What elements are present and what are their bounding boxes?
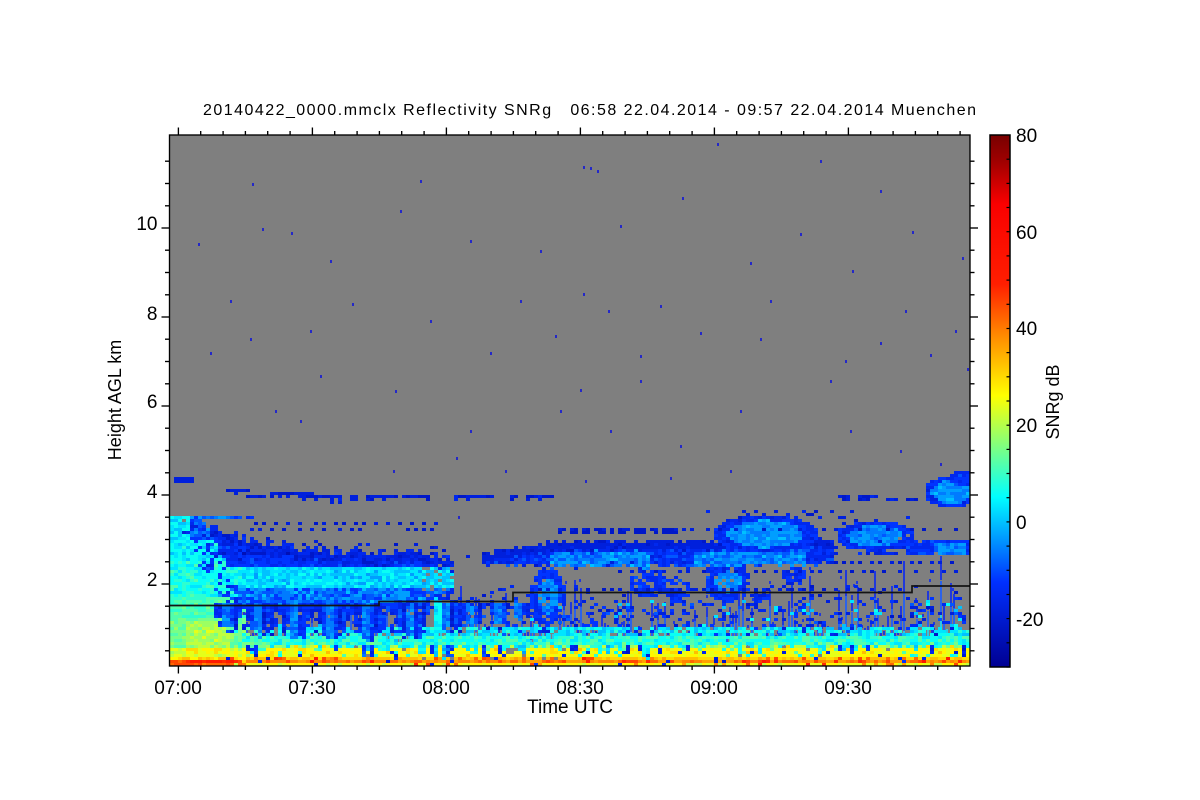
svg-text:20140422_0000.mmclx Reflectivi: 20140422_0000.mmclx Reflectivity SNRg 06…	[203, 102, 976, 119]
